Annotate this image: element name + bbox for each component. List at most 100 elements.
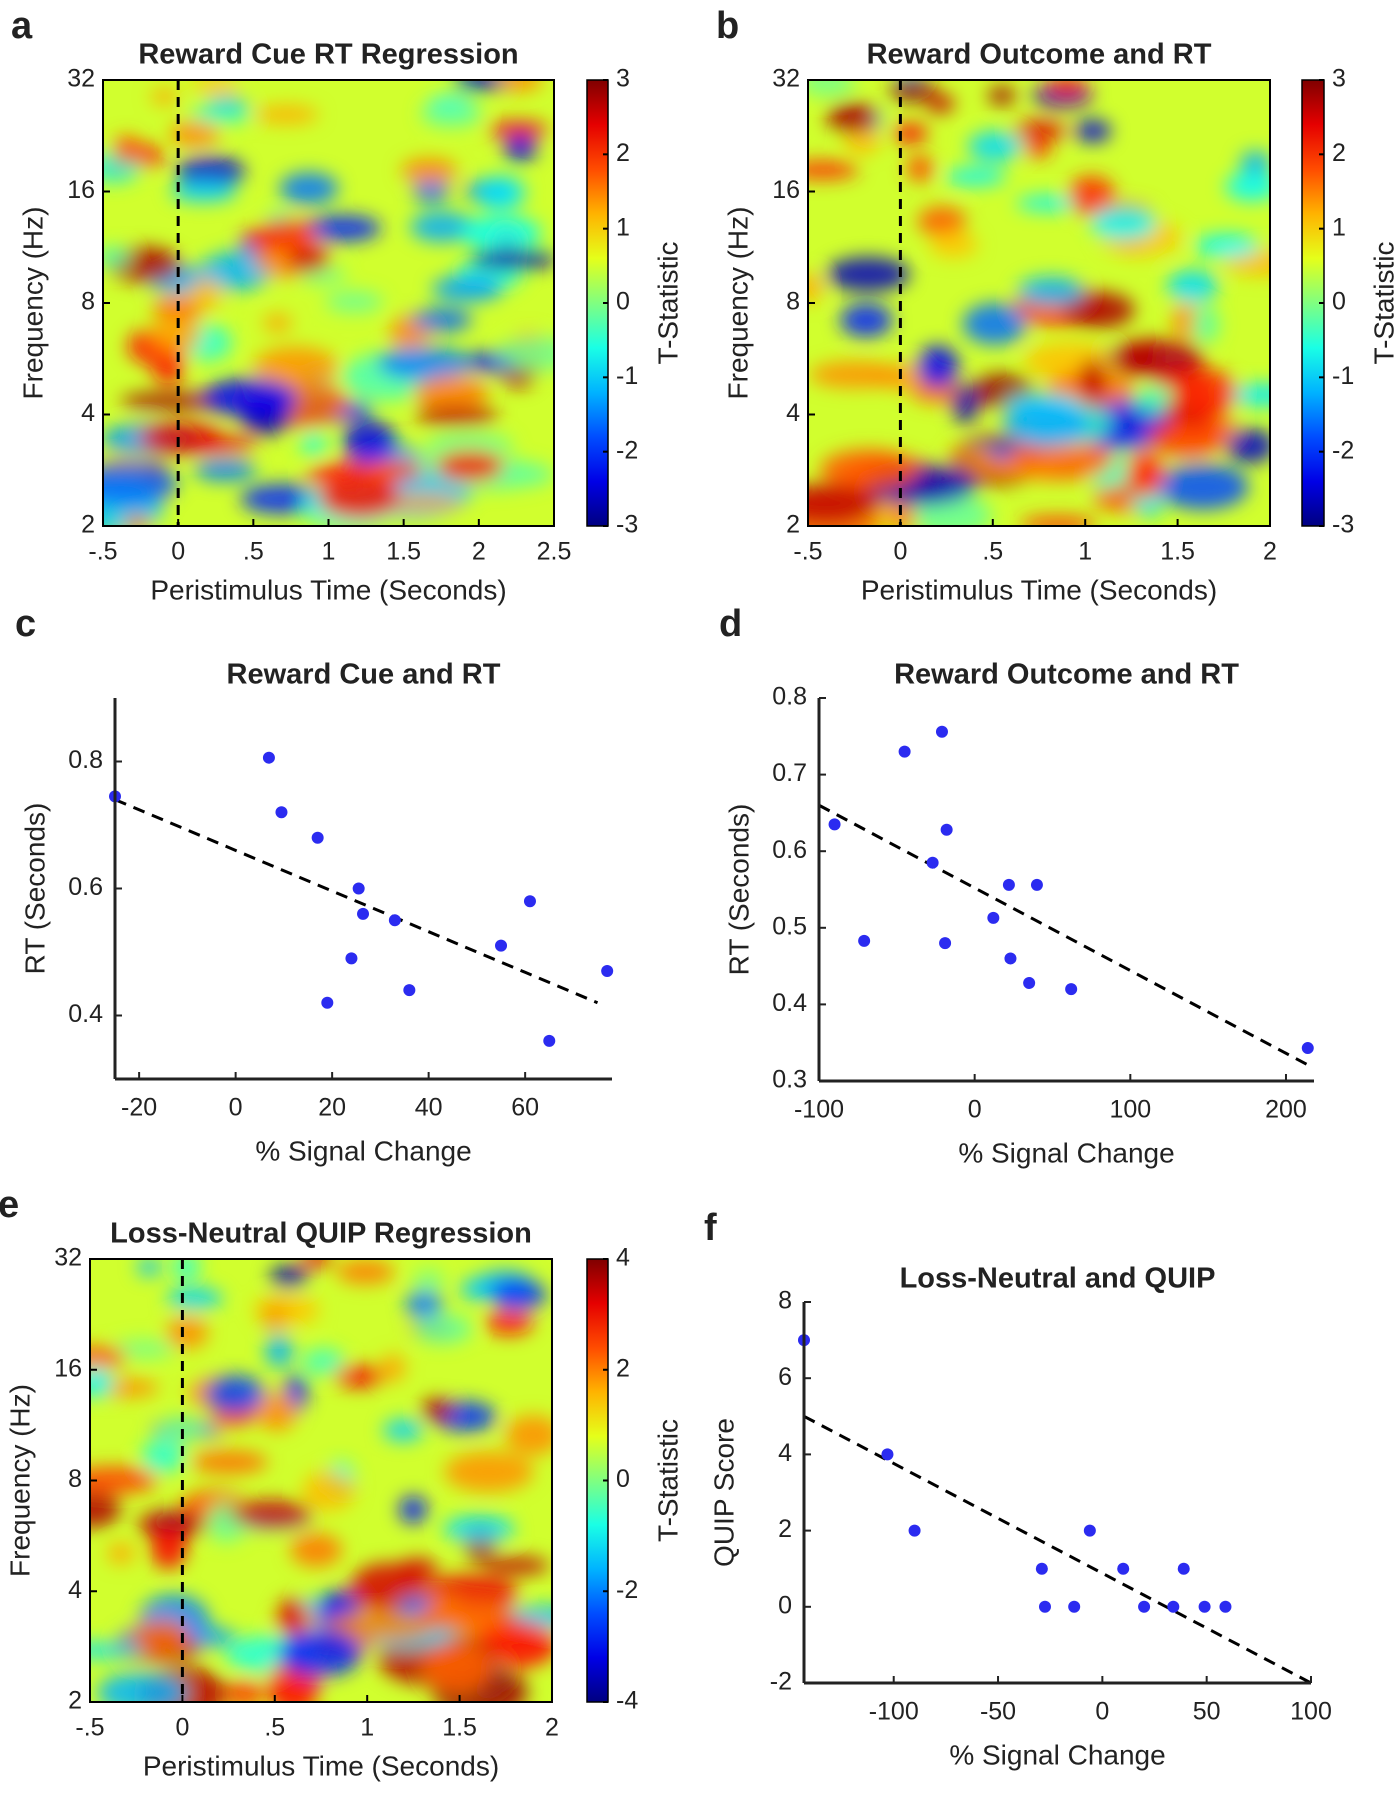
data-point — [1083, 1524, 1096, 1537]
heatmap-blob — [893, 123, 928, 144]
chart-title: Reward Cue and RT — [227, 659, 501, 691]
data-point — [1023, 976, 1036, 989]
data-point — [926, 856, 939, 869]
heatmap-blob — [397, 1557, 438, 1580]
y-axis-label: Frequency (Hz) — [4, 1384, 35, 1577]
heatmap-blob — [926, 93, 955, 114]
heatmap-blob — [201, 378, 298, 417]
panel-letter: e — [0, 1184, 19, 1226]
heatmap-blob — [172, 1259, 201, 1282]
heatmap-blob — [808, 483, 881, 525]
y-tick-label: 8 — [68, 1465, 82, 1493]
x-tick-label: -50 — [980, 1698, 1016, 1726]
data-point — [828, 818, 841, 831]
heatmap-blob — [302, 1471, 356, 1511]
heatmap-blobs — [90, 1259, 552, 1702]
heatmap-blob — [1023, 140, 1053, 158]
heatmap-blob — [410, 211, 475, 243]
heatmap-blob — [1019, 515, 1097, 526]
x-tick-label: 1 — [322, 538, 336, 566]
heatmap-blob — [137, 1510, 208, 1540]
colorbar-tick-label: -2 — [616, 436, 638, 464]
heatmap-blob — [124, 515, 150, 526]
heatmap-blob — [484, 1556, 550, 1575]
x-axis-label: Peristimulus Time (Seconds) — [143, 1750, 499, 1781]
trend-line — [114, 798, 599, 1005]
colorbar-tick-label: -1 — [1332, 362, 1354, 390]
data-point — [1138, 1600, 1151, 1613]
heatmap-blob — [826, 256, 910, 292]
heatmap-blob — [421, 1642, 493, 1693]
x-tick-label: 0 — [893, 538, 907, 566]
data-point — [898, 745, 911, 758]
x-tick-label: 100 — [1290, 1698, 1332, 1726]
heatmap-blob — [431, 275, 504, 302]
heatmap-blob — [969, 458, 1055, 479]
heatmap-blob — [300, 1259, 334, 1268]
heatmap-blob — [490, 1279, 547, 1311]
heatmap-blob — [808, 160, 859, 180]
x-tick-label: 200 — [1265, 1096, 1307, 1124]
heatmap-blob — [469, 248, 554, 271]
colorbar-label: T-Statistic — [652, 1419, 683, 1542]
x-tick-label: 50 — [1193, 1698, 1221, 1726]
y-tick-label: 6 — [778, 1363, 792, 1391]
heatmap-blob — [90, 1642, 150, 1659]
colorbar-tick-label: -4 — [616, 1687, 638, 1715]
x-tick-label: 1.5 — [442, 1714, 477, 1742]
heatmap-blob — [948, 445, 995, 464]
colorbar-label: T-Statistic — [652, 242, 683, 365]
y-axis-label: Frequency (Hz) — [17, 207, 48, 400]
y-tick-label: 16 — [772, 176, 800, 204]
x-tick-label: -100 — [794, 1096, 844, 1124]
y-tick-label: 0.8 — [68, 746, 103, 774]
heatmap-blob — [107, 1542, 135, 1565]
heatmap-blob — [263, 313, 292, 333]
data-point — [523, 895, 536, 908]
colorbar-tick-label: -1 — [616, 362, 638, 390]
data-point — [858, 934, 871, 947]
y-tick-label: 4 — [778, 1439, 792, 1467]
heatmap-blob — [1134, 386, 1175, 413]
x-tick-label: -20 — [121, 1094, 157, 1122]
heatmap-blob — [486, 120, 549, 138]
colorbar-tick-label: 2 — [1332, 139, 1346, 167]
data-point — [940, 823, 953, 836]
heatmap-blob — [119, 392, 226, 410]
heatmap-blob — [342, 420, 398, 464]
heatmap-blob — [383, 1418, 424, 1442]
heatmap-blob — [90, 1490, 121, 1528]
x-tick-label: 2.5 — [537, 538, 572, 566]
heatmap-blob — [301, 1347, 346, 1376]
heatmap-blob — [169, 121, 220, 148]
colorbar-tick-label: -3 — [616, 511, 638, 539]
chart-title: Loss-Neutral and QUIP — [900, 1263, 1216, 1295]
y-tick-label: 0.7 — [772, 759, 807, 787]
colorbar-tick-label: 4 — [616, 1244, 630, 1272]
heatmap-blob — [1123, 342, 1160, 370]
heatmap-blob — [809, 361, 902, 389]
heatmap-blob — [1062, 291, 1135, 329]
x-axis-label: Peristimulus Time (Seconds) — [150, 574, 506, 605]
heatmap-blob — [917, 206, 967, 237]
x-tick-label: 0 — [1095, 1698, 1109, 1726]
heatmap-blob — [460, 1277, 497, 1301]
colorbar-label: T-Statistic — [1368, 242, 1398, 365]
heatmap-blob — [962, 302, 1027, 345]
heatmap-blob — [819, 449, 919, 491]
heatmap-blob — [190, 277, 221, 312]
colorbar-tick-label: -2 — [1332, 436, 1354, 464]
x-tick-label: 1 — [360, 1714, 374, 1742]
heatmap-blob — [1225, 171, 1270, 202]
data-point — [345, 952, 358, 965]
x-tick-label: .5 — [264, 1714, 285, 1742]
heatmap-blob — [90, 1367, 114, 1399]
colorbar-tick-label: -2 — [616, 1576, 638, 1604]
heatmap-blob — [808, 272, 823, 303]
heatmap-blob — [112, 135, 142, 163]
data-point — [543, 1034, 556, 1047]
heatmap-blob — [951, 384, 979, 424]
data-point — [881, 1448, 894, 1461]
heatmap-blob — [1045, 80, 1088, 98]
